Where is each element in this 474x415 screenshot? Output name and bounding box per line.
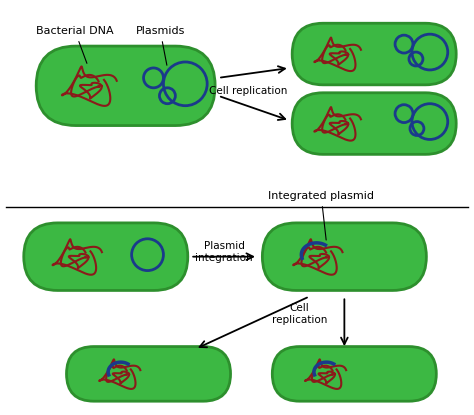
Text: Bacterial DNA: Bacterial DNA	[36, 26, 114, 63]
FancyBboxPatch shape	[24, 223, 188, 290]
FancyBboxPatch shape	[36, 46, 215, 126]
Text: Cell replication: Cell replication	[209, 86, 287, 96]
FancyBboxPatch shape	[292, 23, 456, 85]
Text: Plasmids: Plasmids	[136, 26, 185, 65]
Text: Plasmid
integration: Plasmid integration	[195, 241, 253, 263]
Text: Cell
replication: Cell replication	[272, 303, 328, 325]
FancyBboxPatch shape	[272, 347, 437, 401]
FancyBboxPatch shape	[262, 223, 427, 290]
FancyBboxPatch shape	[292, 93, 456, 154]
FancyBboxPatch shape	[66, 347, 230, 401]
Text: Integrated plasmid: Integrated plasmid	[268, 191, 374, 240]
